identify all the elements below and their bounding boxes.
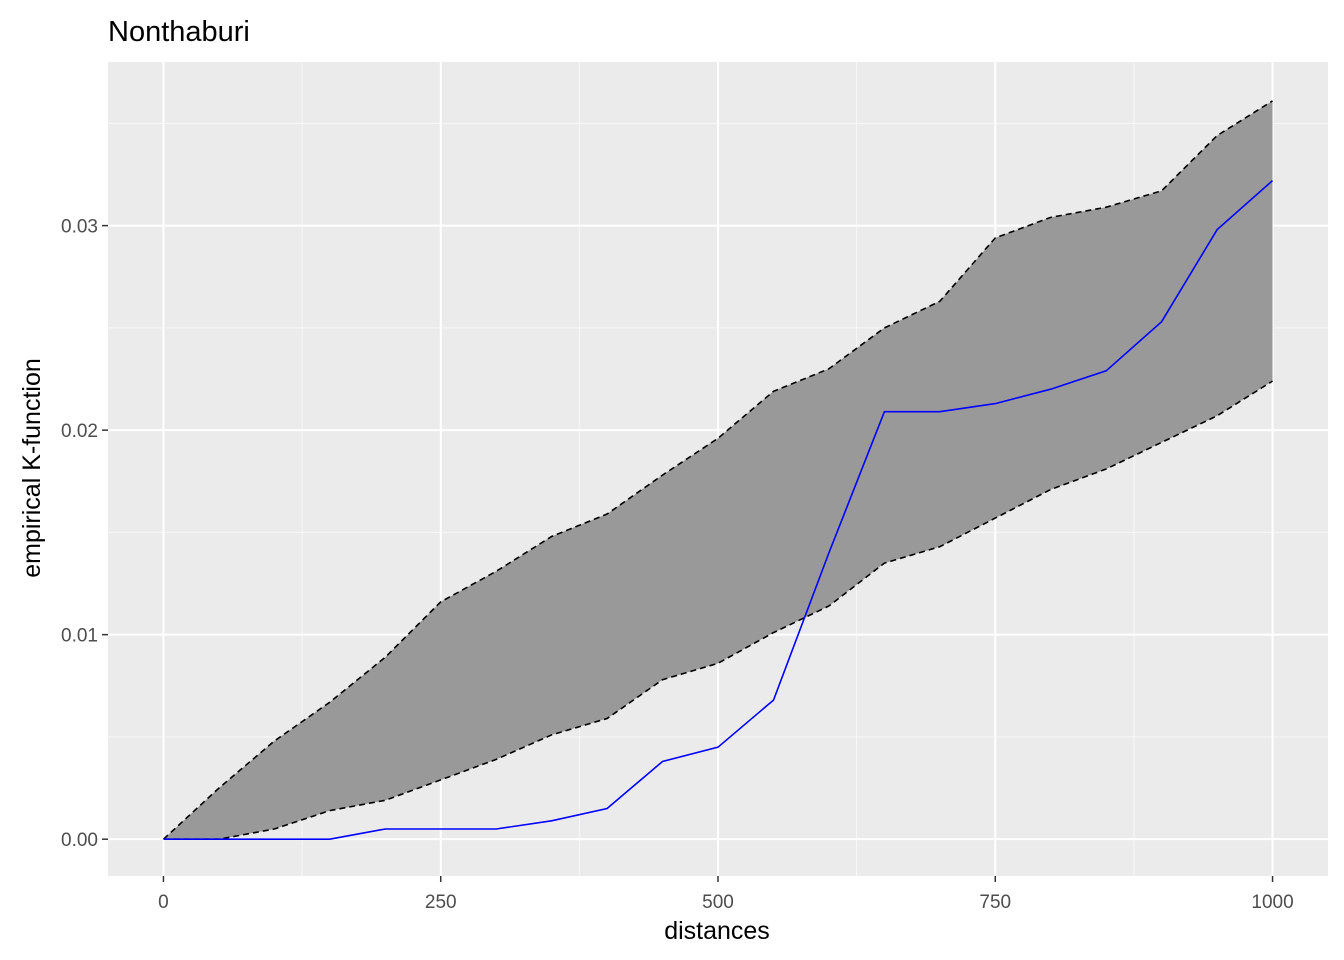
- observed-line: [163, 180, 1274, 841]
- y-tick-label: 0.00: [61, 830, 98, 851]
- x-tick-label: 1000: [1251, 892, 1293, 913]
- observed-series: [163, 180, 1274, 841]
- y-axis-ticks: 0.00 0.01 0.02 0.03: [61, 217, 108, 851]
- y-tick-label: 0.03: [61, 217, 98, 238]
- y-tick-label: 0.01: [61, 626, 98, 647]
- chart-title: Nonthaburi: [108, 16, 250, 48]
- x-tick-label: 0: [158, 892, 169, 913]
- x-tick-label: 500: [702, 892, 734, 913]
- x-axis-ticks: 0 250 500 750 1000: [158, 876, 1294, 913]
- y-tick-label: 0.02: [61, 421, 98, 442]
- envelope-lower-line: [163, 380, 1273, 841]
- envelope-band: [163, 100, 1273, 840]
- x-tick-label: 750: [979, 892, 1011, 913]
- x-axis-title: distances: [664, 917, 770, 945]
- envelope-upper-line: [162, 100, 1273, 840]
- x-tick-label: 250: [425, 892, 457, 913]
- simulation-envelope: [162, 100, 1273, 841]
- y-axis-title: empirical K-function: [18, 358, 46, 578]
